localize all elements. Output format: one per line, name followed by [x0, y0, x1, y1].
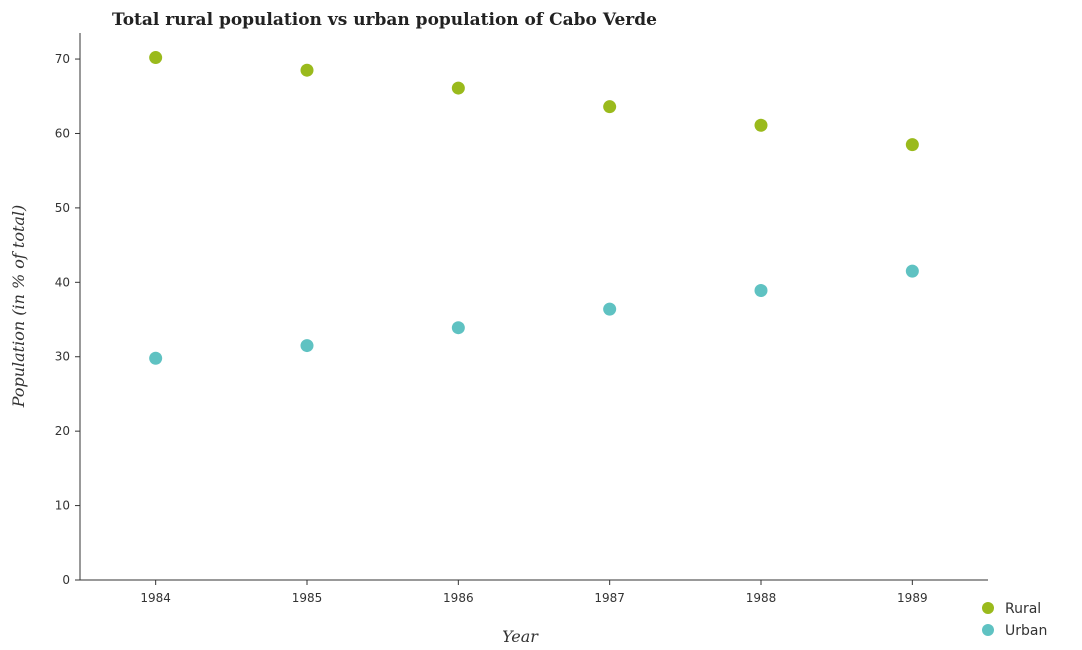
legend-rural-label: Rural — [1005, 601, 1041, 617]
y-axis-label: Population (in % of total) — [9, 205, 28, 409]
x-axis-label: Year — [502, 627, 539, 646]
rural-point — [754, 118, 768, 132]
x-tick-label: 1989 — [897, 591, 928, 605]
chart-title: Total rural population vs urban populati… — [112, 10, 657, 30]
legend-rural-marker — [982, 602, 994, 614]
rural-point — [451, 81, 465, 95]
legend-urban-label: Urban — [1005, 623, 1047, 639]
urban-point — [905, 264, 919, 278]
y-tick-label: 70 — [55, 52, 70, 66]
y-tick-label: 30 — [55, 350, 70, 364]
y-tick-label: 0 — [62, 573, 70, 587]
urban-point — [451, 321, 465, 335]
urban-point — [603, 302, 617, 316]
y-tick-label: 20 — [55, 424, 70, 438]
urban-point — [754, 283, 768, 297]
urban-point — [149, 351, 163, 365]
legend: Rural Urban — [982, 601, 1047, 639]
x-tick-label: 1985 — [292, 591, 323, 605]
rural-point — [905, 138, 919, 152]
y-tick-label: 40 — [55, 275, 70, 289]
rural-point — [300, 63, 314, 77]
x-tick-label: 1984 — [140, 591, 171, 605]
urban-point — [300, 339, 314, 353]
legend-urban-marker — [982, 624, 994, 636]
rural-point — [149, 51, 163, 65]
y-tick-label: 60 — [55, 126, 70, 140]
rural-point — [603, 100, 617, 114]
x-tick-label: 1987 — [594, 591, 625, 605]
y-tick-label: 50 — [55, 201, 70, 215]
x-tick-label: 1988 — [746, 591, 777, 605]
plot-area: 0 10 20 30 40 50 60 70 1984 1985 1986 1987 1988 1989 — [55, 33, 988, 605]
y-tick-label: 10 — [55, 499, 70, 513]
x-tick-label: 1986 — [443, 591, 474, 605]
